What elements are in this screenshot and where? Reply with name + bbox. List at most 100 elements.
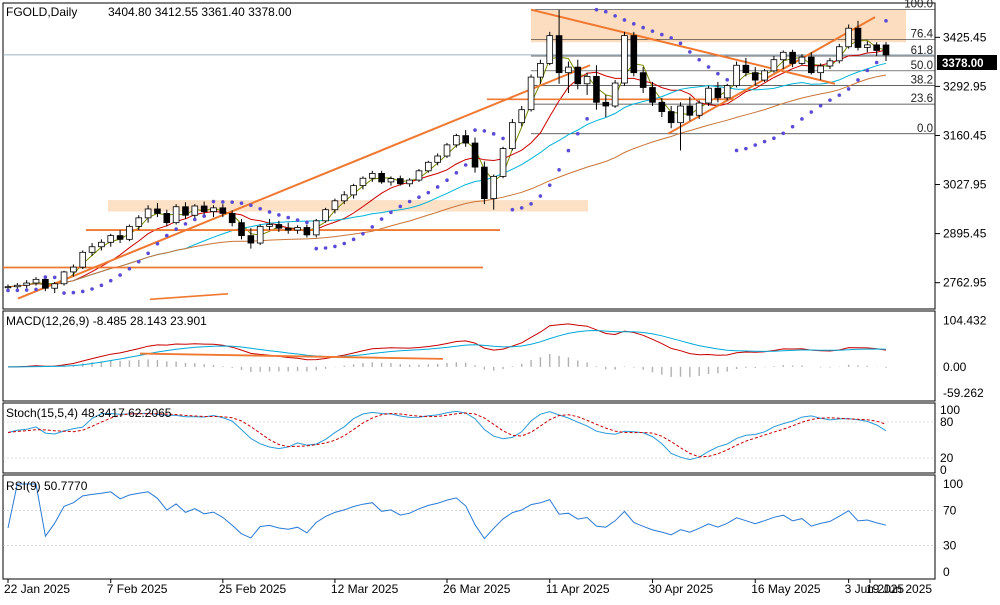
candle-body <box>14 284 21 288</box>
sar-dot <box>52 275 57 280</box>
sar-dot <box>183 222 188 226</box>
candle-body <box>172 206 180 224</box>
time-axis-label: 25 Feb 2025 <box>219 582 287 596</box>
candle-body <box>583 75 591 85</box>
sar-dot <box>669 36 673 40</box>
sar-dot <box>688 50 692 54</box>
sar-dot <box>473 128 477 132</box>
rsi-axis-label: 70 <box>943 503 957 517</box>
macd-axis-label: 104.432 <box>943 313 987 327</box>
candle-body <box>611 82 619 107</box>
candle-body <box>490 175 497 199</box>
ma-long-line <box>7 74 887 288</box>
sar-dot <box>716 71 720 76</box>
candle-body <box>32 278 40 284</box>
candle-body <box>126 225 133 240</box>
stoch-panel-frame <box>2 402 936 474</box>
candle-body <box>649 87 656 103</box>
candle-body <box>723 85 731 99</box>
candle-body <box>453 135 460 146</box>
macd-label: MACD(12,26,9) -8.485 28.143 23.901 <box>6 314 207 328</box>
sar-dot <box>80 289 85 294</box>
sar-dot <box>202 214 206 218</box>
support-zone <box>108 200 588 212</box>
candle-body <box>471 142 479 168</box>
candle-body <box>256 225 264 244</box>
sar-dot <box>846 87 851 91</box>
sar-dot <box>230 200 234 204</box>
sar-dot <box>856 78 860 82</box>
sar-dot <box>445 178 449 183</box>
time-axis-label: 12 Mar 2025 <box>331 582 399 596</box>
candle-body <box>499 148 507 177</box>
rsi-axis-label: 30 <box>943 539 957 553</box>
time-axis-label: 16 May 2025 <box>751 582 821 596</box>
candle-body <box>630 35 638 74</box>
sar-dot <box>744 146 748 151</box>
macd-panel-frame <box>2 310 936 402</box>
sar-dot <box>650 29 655 33</box>
sar-dot <box>809 110 814 114</box>
candle-body <box>219 207 227 214</box>
rising-trend-line <box>667 16 876 135</box>
fib-level-label: 38.2 <box>911 75 933 87</box>
fib-level-label: 61.8 <box>911 45 933 57</box>
candle-body <box>658 101 666 112</box>
symbol-label: FGOLD,Daily <box>6 5 77 19</box>
macd-axis-label: -59.262 <box>943 386 984 400</box>
rsi-axis-label: 0 <box>943 565 950 579</box>
candle-body <box>303 227 311 236</box>
candle-body <box>714 87 722 99</box>
sar-dot <box>641 25 645 30</box>
sar-dot <box>305 220 309 225</box>
macd-axis-label: 0.00 <box>943 360 967 374</box>
sar-dot <box>146 251 150 256</box>
sar-dot <box>370 225 375 229</box>
fib-level-label: 76.4 <box>911 28 934 40</box>
stoch-axis-label: 100 <box>940 403 960 417</box>
sar-dot <box>71 290 76 295</box>
candle-body <box>602 101 610 107</box>
candle-body <box>807 56 815 74</box>
sar-dot <box>108 278 113 283</box>
sar-dot <box>884 19 888 23</box>
candle-body <box>555 35 563 74</box>
candle-body <box>527 76 535 111</box>
sar-dot <box>34 287 38 292</box>
stoch-main-line <box>7 410 887 461</box>
sar-dot <box>333 244 337 249</box>
candle-body <box>98 241 105 248</box>
sar-dot <box>454 170 459 175</box>
price-tag: 3378.00 <box>942 58 984 70</box>
sar-dot <box>43 275 48 279</box>
sar-dot <box>435 185 440 189</box>
candle-body <box>761 70 768 81</box>
candle-body <box>639 72 647 88</box>
sar-dot <box>734 148 739 153</box>
sar-dot <box>772 136 776 140</box>
price-axis-label: 3160.45 <box>943 128 987 142</box>
candle-body <box>88 246 96 253</box>
sar-dot <box>519 206 524 210</box>
candle-body <box>191 205 199 216</box>
candle-body <box>434 155 441 163</box>
sar-dot <box>164 233 169 238</box>
candle-body <box>864 44 871 48</box>
resistance-zone <box>531 9 906 43</box>
sar-dot <box>874 60 879 65</box>
candle-body <box>443 144 451 157</box>
sar-dot <box>585 117 589 121</box>
sar-dot <box>678 41 683 46</box>
candle-body <box>836 46 843 62</box>
candle-body <box>228 213 236 224</box>
candle-body <box>154 208 161 214</box>
sar-dot <box>632 22 636 26</box>
candle-body <box>462 135 469 144</box>
candle-body <box>210 207 217 212</box>
candle-body <box>425 161 432 172</box>
candle-body <box>621 35 628 84</box>
rsi-axis-label: 100 <box>943 477 963 491</box>
sar-dot <box>286 215 291 220</box>
